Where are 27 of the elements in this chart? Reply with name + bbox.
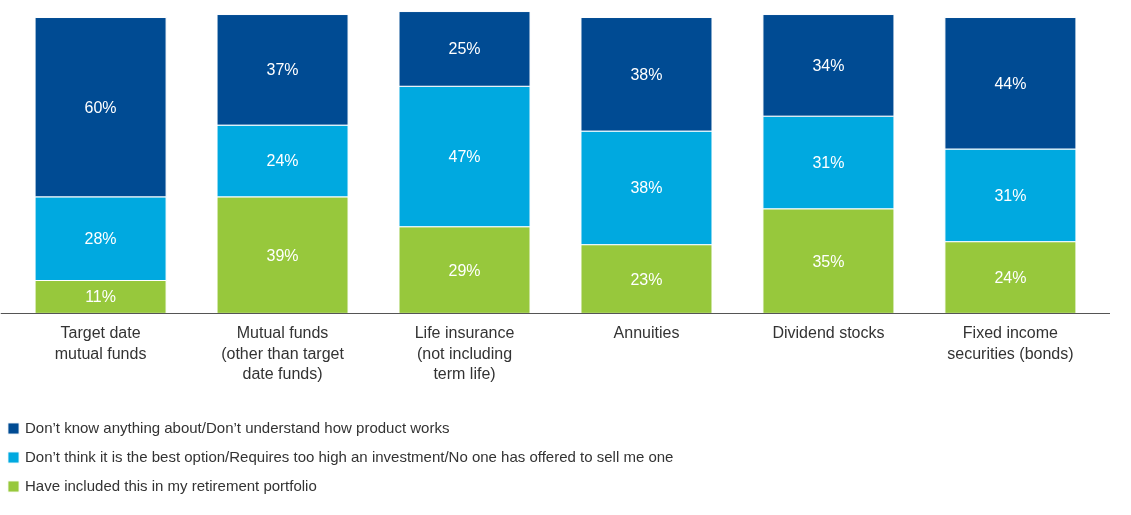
- x-tick-label: Annuities: [613, 324, 680, 342]
- data-label: 35%: [812, 252, 845, 270]
- x-tick-label: Target date mutual funds: [54, 324, 147, 362]
- data-label: 11%: [85, 288, 117, 306]
- data-label: 44%: [994, 74, 1027, 92]
- data-label: 34%: [812, 56, 845, 74]
- x-tick-label: Mutual funds (other than target date funds): [221, 324, 345, 383]
- data-label: 60%: [84, 98, 117, 116]
- data-label: 39%: [266, 246, 299, 264]
- data-label: 38%: [630, 179, 663, 197]
- x-tick-label: Life insurance (not including term life): [414, 324, 515, 383]
- legend-label: Have included this in my retirement portfolio: [25, 477, 317, 494]
- legend-label: Don’t think it is the best option/Requires too high an investment/No one has offered to sell me one: [25, 448, 674, 465]
- x-tick-label: Fixed income securities (bonds): [947, 324, 1074, 362]
- data-label: 29%: [448, 261, 481, 279]
- data-label: 28%: [84, 230, 117, 248]
- data-label: 37%: [266, 61, 299, 79]
- data-label: 25%: [448, 40, 481, 58]
- data-label: 24%: [994, 269, 1027, 287]
- data-label: 31%: [994, 186, 1027, 204]
- data-label: 47%: [448, 147, 481, 165]
- data-label: 24%: [266, 152, 299, 170]
- data-label: 23%: [630, 270, 663, 288]
- x-tick-label: Dividend stocks: [772, 324, 885, 342]
- data-label: 31%: [812, 153, 845, 171]
- legend-label: Don’t know anything about/Don’t understand how product works: [25, 419, 450, 436]
- data-label: 38%: [630, 65, 663, 83]
